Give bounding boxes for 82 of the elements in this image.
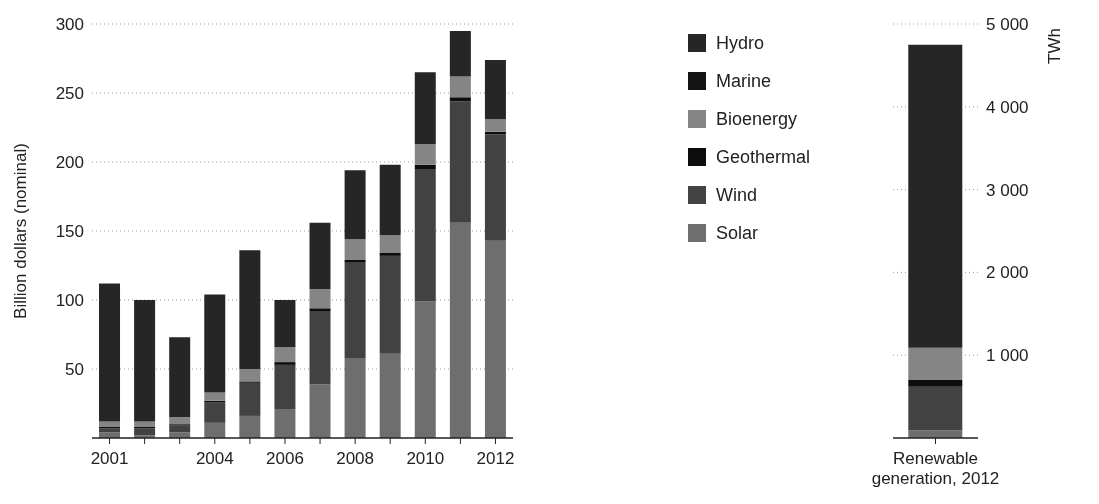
- legend-label: Solar: [716, 222, 759, 244]
- x-tick-label: 2001: [90, 449, 129, 468]
- legend-label: Marine: [716, 70, 772, 92]
- bar: [908, 44, 963, 348]
- y-tick-label: 50: [65, 360, 84, 380]
- y-axis-title: Billion dollars (nominal): [11, 143, 31, 319]
- y-tick-label: 200: [55, 153, 84, 173]
- y2-axis-title: TWh: [1045, 28, 1064, 64]
- bar: [239, 382, 261, 416]
- bar: [344, 262, 366, 358]
- bar: [449, 222, 471, 438]
- bar: [484, 134, 506, 241]
- x-tick-label: 2006: [266, 449, 304, 468]
- bar: [908, 386, 963, 431]
- bar: [239, 250, 261, 369]
- bar: [99, 421, 121, 427]
- bar: [134, 428, 156, 436]
- bar: [414, 168, 436, 302]
- bar: [169, 417, 191, 425]
- bar: [414, 301, 436, 438]
- bar: [414, 72, 436, 145]
- bar: [99, 283, 121, 422]
- legend-label: Bioenergy: [716, 108, 798, 130]
- bar: [309, 308, 331, 312]
- bar: [239, 369, 261, 382]
- y2-tick-label: 3 000: [986, 180, 1029, 200]
- bar: [414, 144, 436, 165]
- bar: [169, 432, 191, 438]
- x-tick-label: 2012: [476, 449, 515, 468]
- y2-tick-label: 4 000: [986, 97, 1029, 117]
- bar: [379, 164, 401, 236]
- legend-label: Hydro: [716, 32, 765, 54]
- legend-label: Wind: [716, 184, 758, 206]
- bar: [309, 288, 331, 309]
- bar: [379, 255, 401, 354]
- bar: [134, 300, 156, 422]
- bar: [204, 402, 226, 423]
- x-tick-label: 2010: [406, 449, 445, 468]
- bar: [309, 384, 331, 438]
- x-tick-label: 2004: [195, 449, 234, 468]
- bar: [134, 421, 156, 427]
- bar: [379, 353, 401, 438]
- y-tick-label: 150: [55, 222, 84, 242]
- bar: [908, 380, 963, 387]
- bar: [449, 97, 471, 102]
- bar: [99, 428, 121, 433]
- y-tick-label: 250: [55, 84, 84, 104]
- bar: [344, 357, 366, 438]
- bar: [239, 415, 261, 438]
- y2-tick-label: 2 000: [986, 263, 1029, 283]
- bar: [484, 240, 506, 438]
- y-tick-label: 100: [55, 291, 84, 311]
- bar: [204, 422, 226, 438]
- bar: [204, 294, 226, 393]
- bar: [204, 392, 226, 401]
- bar: [379, 235, 401, 254]
- bar: [274, 364, 296, 410]
- bar: [309, 311, 331, 385]
- bar: [344, 239, 366, 260]
- legend-label: Geothermal: [716, 146, 811, 168]
- y-tick-label: 300: [55, 15, 84, 35]
- bar: [274, 409, 296, 438]
- bar: [344, 259, 366, 263]
- y2-tick-label: 1 000: [986, 346, 1029, 366]
- bar: [274, 362, 296, 365]
- bar: [99, 432, 121, 438]
- bar: [484, 119, 506, 132]
- bar: [449, 101, 471, 223]
- bar: [908, 347, 963, 381]
- bar: [484, 59, 506, 120]
- bar: [274, 300, 296, 347]
- x-tick-label: Renewable generation, 2012: [871, 449, 1000, 488]
- bar: [449, 30, 471, 77]
- bar: [449, 76, 471, 98]
- bar: [379, 253, 401, 256]
- y2-tick-label: 5 000: [986, 15, 1029, 35]
- bar: [309, 222, 331, 289]
- bar: [414, 164, 436, 169]
- bar: [274, 346, 296, 363]
- bar: [344, 170, 366, 240]
- bar: [169, 337, 191, 418]
- x-tick-label: 2008: [336, 449, 375, 468]
